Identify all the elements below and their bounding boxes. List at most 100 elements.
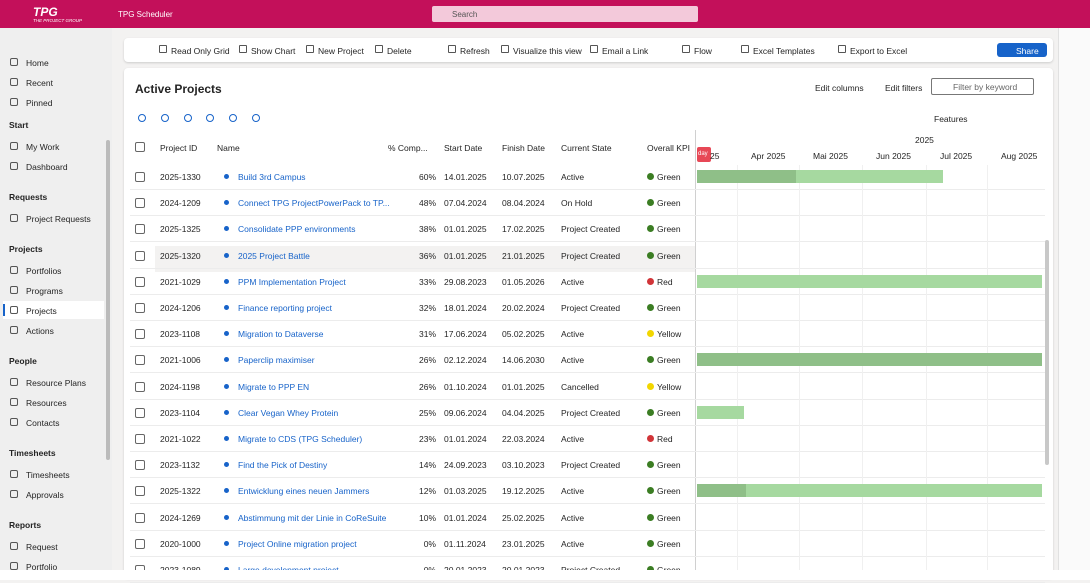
gantt-month: Jul 2025 — [940, 151, 973, 161]
nav-item[interactable]: Portfolio — [26, 562, 58, 572]
project-name[interactable]: Connect TPG ProjectPowerPack to TP... — [238, 198, 390, 209]
nav-item: Start — [9, 120, 29, 130]
nav-item[interactable]: Resources — [26, 398, 67, 408]
column-header[interactable]: Start Date — [444, 143, 483, 153]
column-header[interactable]: Current State — [561, 143, 612, 153]
row-divider — [130, 346, 1045, 348]
column-header[interactable]: Project ID — [160, 143, 198, 153]
gantt-bar — [697, 170, 796, 183]
row-checkbox — [135, 460, 145, 471]
filter-placeholder[interactable]: Filter by keyword — [953, 82, 1018, 92]
project-id: 2021-1029 — [160, 276, 201, 287]
row-checkbox — [135, 355, 145, 366]
nav-item[interactable]: Portfolios — [26, 266, 62, 276]
toolbar-button[interactable]: Flow — [694, 46, 712, 56]
kpi-icon — [647, 173, 654, 180]
start-date: 01.01.2025 — [444, 224, 487, 235]
toolbar-button[interactable]: New Project — [318, 46, 364, 56]
percent-complete: 36% — [418, 250, 436, 261]
kpi: Red — [657, 434, 673, 444]
current-state: Active — [561, 486, 585, 497]
row-checkbox — [135, 250, 145, 261]
nav-item[interactable]: Contacts — [26, 418, 60, 428]
features[interactable]: Features — [934, 114, 968, 124]
project-name[interactable]: Migration to Dataverse — [238, 329, 324, 340]
toolbar-button[interactable]: Excel Templates — [753, 46, 815, 56]
project-id: 2023-1104 — [160, 407, 201, 418]
percent-complete: 0% — [423, 538, 436, 549]
column-header[interactable]: % Comp... — [388, 143, 428, 153]
gantt-bar — [796, 170, 943, 183]
kpi: Red — [657, 276, 673, 287]
nav-item[interactable]: My Work — [26, 142, 60, 152]
toolbar-button[interactable]: Refresh — [460, 46, 490, 56]
start-date: 01.10.2024 — [444, 381, 487, 392]
toolbar-button[interactable]: Export to Excel — [850, 46, 908, 56]
gantt-tool — [252, 114, 260, 122]
toolbar-button[interactable]: Read Only Grid — [171, 46, 230, 56]
project-name[interactable]: Entwicklung eines neuen Jammers — [238, 486, 370, 497]
start-date: 02.12.2024 — [444, 355, 487, 366]
share-label[interactable]: Share — [1016, 46, 1039, 56]
nav-item[interactable]: Programs — [26, 286, 63, 296]
gantt-tool — [138, 114, 146, 122]
toolbar-button[interactable]: Email a Link — [602, 46, 649, 56]
gantt-tool — [229, 114, 237, 122]
finish-date: 08.04.2024 — [502, 198, 545, 209]
project-name[interactable]: Build 3rd Campus — [238, 172, 306, 182]
kpi-icon — [647, 277, 654, 285]
toolbar-button[interactable]: Visualize this view — [513, 46, 582, 56]
project-name[interactable]: Migrate to PPP EN — [238, 381, 310, 392]
percent-complete: 48% — [418, 198, 436, 209]
project-name[interactable]: Find the Pick of Destiny — [238, 460, 328, 471]
toolbar-icon — [682, 45, 690, 53]
nav-item[interactable]: Project Requests — [26, 214, 91, 224]
column-header[interactable]: Overall KPI — [647, 143, 690, 153]
nav-scrollbar — [106, 140, 110, 460]
project-id: 2021-1022 — [160, 434, 201, 444]
project-name[interactable]: PPM Implementation Project — [238, 276, 346, 287]
project-name[interactable]: 2025 Project Battle — [238, 250, 310, 261]
edit-filters[interactable]: Edit filters — [885, 83, 923, 93]
nav-item[interactable]: Timesheets — [26, 470, 70, 480]
project-name[interactable]: Consolidate PPP environments — [238, 224, 356, 235]
column-header[interactable]: Finish Date — [502, 143, 545, 153]
project-name[interactable]: Clear Vegan Whey Protein — [238, 407, 339, 418]
nav-item[interactable]: Recent — [26, 78, 53, 88]
project-id: 2023-1132 — [160, 460, 201, 471]
nav-item[interactable]: Projects — [26, 306, 57, 316]
project-name[interactable]: Abstimmung mit der Linie in CoReSuite — [238, 512, 387, 523]
project-id: 2025-1330 — [160, 172, 201, 182]
toolbar — [124, 38, 1053, 62]
row-checkbox — [135, 329, 145, 340]
toolbar-button[interactable]: Show Chart — [251, 46, 296, 56]
project-name[interactable]: Project Online migration project — [238, 538, 357, 549]
view-title[interactable]: Active Projects — [135, 82, 222, 96]
filter-box[interactable] — [931, 78, 1034, 95]
nav-item[interactable]: Resource Plans — [26, 378, 87, 388]
gantt-year: 2025 — [915, 135, 934, 145]
share-button[interactable] — [997, 43, 1047, 57]
row-divider — [130, 293, 1045, 295]
current-state: Active — [561, 276, 585, 287]
toolbar-button[interactable]: Delete — [387, 46, 412, 56]
percent-complete: 10% — [418, 512, 436, 523]
nav-icon — [10, 286, 18, 294]
project-name[interactable]: Migrate to CDS (TPG Scheduler) — [238, 434, 363, 444]
nav-item[interactable]: Approvals — [26, 490, 64, 500]
kpi-icon — [647, 461, 654, 469]
column-header[interactable]: Name — [217, 143, 240, 153]
nav-item[interactable]: Home — [26, 58, 49, 68]
project-name[interactable]: Finance reporting project — [238, 303, 333, 313]
search-box[interactable] — [432, 6, 698, 22]
nav-item[interactable]: Actions — [26, 326, 54, 336]
nav-item[interactable]: Pinned — [26, 98, 53, 108]
nav-item: People — [9, 356, 37, 366]
search-placeholder[interactable]: Search — [452, 10, 478, 19]
edit-columns[interactable]: Edit columns — [815, 83, 864, 93]
kpi: Green — [657, 512, 681, 523]
nav-item[interactable]: Dashboard — [26, 162, 68, 172]
nav-item[interactable]: Request — [26, 542, 58, 552]
project-name[interactable]: Paperclip maximiser — [238, 355, 315, 366]
name-dot — [224, 278, 229, 284]
